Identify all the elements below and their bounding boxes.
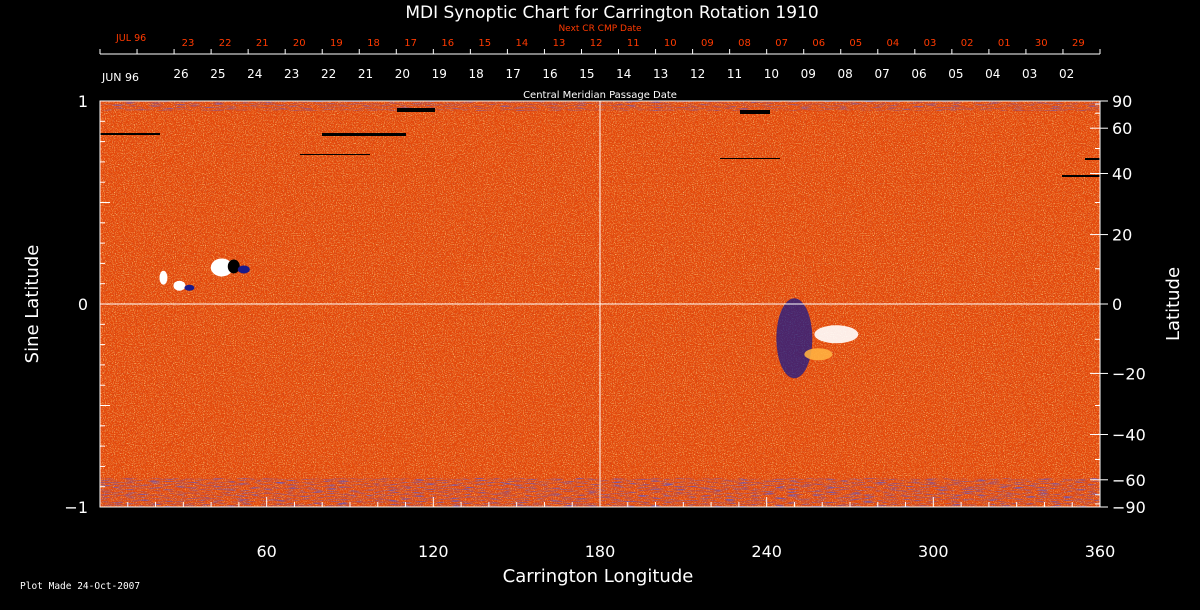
cmp-date: 22: [321, 67, 336, 81]
next-cr-date: 30: [1035, 38, 1048, 49]
cmp-date: 16: [542, 67, 557, 81]
cmp-date: 11: [727, 67, 742, 81]
next-cr-date: 06: [812, 38, 825, 49]
cmp-date: 26: [173, 67, 188, 81]
cmp-date: 14: [616, 67, 631, 81]
cmp-date: 03: [1022, 67, 1037, 81]
x-tick-label: 240: [751, 542, 782, 561]
y-right-tick-label: 60: [1112, 119, 1132, 138]
next-cr-date: 07: [775, 38, 788, 49]
top-date-axes: Next CR CMP Date JUL 96 JUN 96 Central M…: [99, 24, 1101, 101]
next-cr-date: 04: [887, 38, 900, 49]
next-cr-date: 17: [404, 38, 417, 49]
cmp-date: 07: [874, 67, 889, 81]
next-cr-date: 16: [441, 38, 454, 49]
next-cr-date: 08: [738, 38, 751, 49]
y-left-tick-label: −1: [64, 498, 88, 517]
cmp-date: 25: [210, 67, 225, 81]
y-right-tick-label: 40: [1112, 165, 1132, 184]
cmp-date: 05: [948, 67, 963, 81]
y-right-tick-label: −40: [1112, 425, 1146, 444]
x-tick-label: 60: [256, 542, 276, 561]
cmp-date: 04: [985, 67, 1000, 81]
next-cr-date: 14: [516, 38, 529, 49]
next-cr-date: 18: [367, 38, 380, 49]
y-left-axis-label: Sine Latitude: [22, 245, 43, 364]
cmp-date: 21: [358, 67, 373, 81]
next-cr-date: 09: [701, 38, 714, 49]
y-left-tick-label: 0: [78, 295, 88, 314]
feature-layer: [159, 258, 859, 379]
y-right-tick-label: 0: [1112, 295, 1122, 314]
next-cr-date: 21: [256, 38, 269, 49]
cmp-date: 02: [1059, 67, 1074, 81]
y-right-tick-label: −60: [1112, 471, 1146, 490]
cmp-date: 08: [838, 67, 853, 81]
cmp-date: 17: [505, 67, 520, 81]
next-cr-date: 12: [590, 38, 603, 49]
x-tick-label: 300: [918, 542, 949, 561]
next-cr-date: 22: [219, 38, 232, 49]
active-region-2: [159, 270, 195, 291]
next-cr-date: 02: [961, 38, 974, 49]
next-cr-date: 11: [627, 38, 640, 49]
chart-title: MDI Synoptic Chart for Carrington Rotati…: [405, 3, 818, 23]
cmp-date: 13: [653, 67, 668, 81]
next-cr-date: 15: [478, 38, 491, 49]
next-cr-date: 29: [1072, 38, 1085, 49]
next-cr-date: 01: [998, 38, 1011, 49]
cmp-date: 10: [764, 67, 779, 81]
next-cr-date: 19: [330, 38, 343, 49]
next-cr-date: 10: [664, 38, 677, 49]
streak-artifacts: [100, 108, 1100, 177]
next-cr-label: Next CR CMP Date: [558, 24, 642, 34]
footer-plot-made: Plot Made 24-Oct-2007: [20, 581, 140, 592]
next-cr-date: 20: [293, 38, 306, 49]
y-right-tick-label: −90: [1112, 498, 1146, 517]
y-right-tick-label: 20: [1112, 226, 1132, 245]
active-region-1: [210, 258, 250, 277]
next-cr-date: 23: [182, 38, 195, 49]
x-axis-label: Carrington Longitude: [503, 566, 694, 587]
x-tick-label: 120: [418, 542, 449, 561]
x-tick-label: 180: [585, 542, 616, 561]
cmp-month: JUN 96: [101, 71, 139, 84]
next-cr-date: 05: [849, 38, 862, 49]
axes-ticks: 60 120 180 240 300 360 1 0 −1 90 60 40 20 0 −20 −40 −60 −…: [64, 92, 1145, 561]
cmp-date: 24: [247, 67, 262, 81]
next-cr-date: 13: [553, 38, 566, 49]
cmp-date: 23: [284, 67, 299, 81]
cmp-date: 09: [801, 67, 816, 81]
cmp-date: 19: [432, 67, 447, 81]
map-area: [99, 100, 1101, 508]
cmp-date: 15: [579, 67, 594, 81]
y-left-tick-label: 1: [78, 92, 88, 111]
cmp-date: 18: [469, 67, 484, 81]
y-right-tick-label: 90: [1112, 92, 1132, 111]
cmp-label: Central Meridian Passage Date: [523, 90, 677, 101]
next-cr-month: JUL 96: [115, 33, 146, 44]
cmp-date: 12: [690, 67, 705, 81]
y-right-axis-label: Latitude: [1163, 267, 1184, 341]
cmp-date: 20: [395, 67, 410, 81]
active-region-3: [776, 298, 859, 379]
next-cr-date: 03: [924, 38, 937, 49]
cmp-date: 06: [911, 67, 926, 81]
x-tick-label: 360: [1085, 542, 1116, 561]
y-right-tick-label: −20: [1112, 364, 1146, 383]
